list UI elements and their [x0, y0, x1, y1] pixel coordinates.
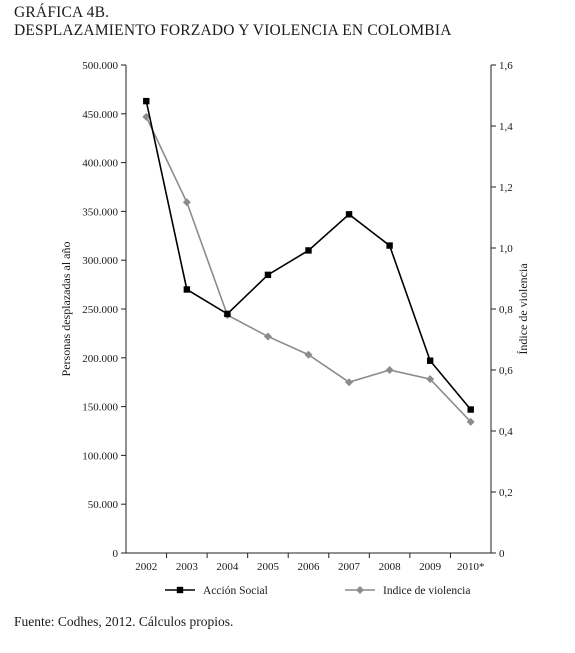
data-point-accion-social: [386, 242, 393, 249]
data-point-indice-de-violencia: [304, 350, 313, 359]
x-tick-label: 2008: [379, 561, 402, 573]
legend-marker-accion-social: [176, 586, 184, 594]
left-y-tick-label: 350.000: [82, 206, 118, 218]
right-y-tick-label: 1,0: [499, 243, 513, 255]
x-tick-label: 2003: [176, 561, 199, 573]
data-point-accion-social: [183, 286, 191, 293]
data-point-accion-social: [305, 247, 312, 254]
data-point-accion-social: [426, 357, 434, 364]
series-line-accion-social: [145, 100, 472, 411]
right-y-tick-label: 0: [499, 548, 505, 560]
series-line-indice-de-violencia: [145, 116, 472, 423]
left-y-tick-label: 150.000: [82, 402, 118, 414]
source-note: Fuente: Codhes, 2012. Cálculos propios.: [14, 614, 234, 629]
right-y-tick-label: 0,8: [499, 304, 513, 316]
left-y-tick-label: 250.000: [82, 304, 118, 316]
data-point-indice-de-violencia: [426, 375, 435, 384]
right-y-tick-label: 1,4: [499, 121, 513, 133]
left-y-tick-label: 450.000: [82, 109, 118, 121]
left-y-tick-label: 300.000: [82, 255, 118, 267]
data-point-accion-social: [143, 97, 150, 105]
axes: 0 50.000 100.000 150.000 200.000 250.000 300.0…: [59, 60, 530, 573]
left-y-tick-label: 50.000: [88, 499, 119, 511]
legend-label-indice-de-violencia: Indice de violencia: [383, 585, 471, 597]
data-point-accion-social: [467, 406, 474, 413]
legend: Acción Social Indice de violencia: [165, 585, 471, 597]
data-point-accion-social: [264, 271, 272, 279]
chart-area: 0 50.000 100.000 150.000 200.000 250.000 300.0…: [59, 60, 530, 597]
left-axis-title: Personas desplazadas al año: [59, 242, 73, 377]
data-point-indice-de-violencia: [182, 198, 191, 207]
right-axis-title: Índice de violencia: [516, 263, 530, 355]
right-y-tick-label: 1,2: [499, 182, 513, 194]
left-y-tick-label: 400.000: [82, 158, 118, 170]
right-y-tick-label: 0,2: [499, 487, 513, 499]
x-tick-label: 2005: [257, 561, 280, 573]
series-layer: [142, 97, 475, 426]
data-point-indice-de-violencia: [263, 332, 272, 341]
left-y-tick-label: 0: [113, 548, 119, 560]
data-point-indice-de-violencia: [385, 366, 394, 374]
left-y-tick-label: 100.000: [82, 450, 118, 462]
x-tick-label: 2007: [338, 561, 361, 573]
data-point-accion-social: [224, 310, 231, 318]
x-tick-label: 2004: [216, 561, 239, 573]
right-y-tick-label: 0,4: [499, 426, 513, 438]
x-tick-label: 2002: [135, 561, 157, 573]
legend-marker-indice-de-violencia: [356, 586, 364, 594]
x-tick-label: 2010*: [457, 561, 485, 573]
left-y-tick-label: 200.000: [82, 353, 118, 365]
chart-title-line-1: GRÁFICA 4B.: [14, 4, 110, 21]
x-tick-label: 2006: [298, 561, 321, 573]
chart-title-line-2: DESPLAZAMIENTO FORZADO Y VIOLENCIA EN CO…: [14, 22, 452, 39]
data-point-indice-de-violencia: [466, 417, 475, 426]
data-point-indice-de-violencia: [345, 378, 354, 387]
x-tick-label: 2009: [419, 561, 442, 573]
left-y-tick-label: 500.000: [82, 60, 118, 72]
data-point-indice-de-violencia: [142, 112, 151, 121]
legend-label-accion-social: Acción Social: [203, 585, 268, 597]
data-point-accion-social: [345, 211, 353, 218]
right-y-tick-label: 1,6: [499, 60, 513, 72]
right-y-tick-label: 0,6: [499, 365, 513, 377]
